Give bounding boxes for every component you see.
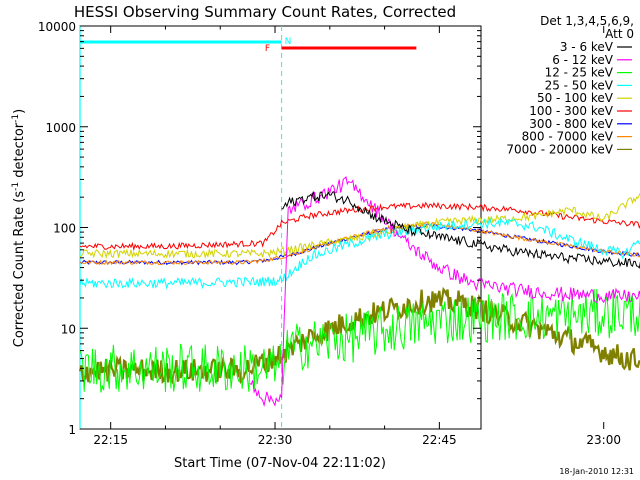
y-tick-label: 10000 xyxy=(38,20,76,34)
legend-entry-label: 12 - 25 keV xyxy=(545,66,614,80)
flag-label: N xyxy=(285,37,292,47)
series-line-300-800-kev xyxy=(79,223,640,266)
legend-entry-label: 25 - 50 keV xyxy=(545,78,614,92)
y-axis-label-sup-2: -1 xyxy=(11,114,21,123)
y-axis: 1 10 100 1000 10000 xyxy=(38,20,481,437)
series-line-100-300-kev xyxy=(79,201,640,252)
series-layer xyxy=(78,176,640,408)
y-tick-label: 100 xyxy=(53,222,76,236)
plot-area: FN xyxy=(78,25,640,430)
legend-entry-label: 6 - 12 keV xyxy=(552,53,614,67)
y-axis-label: Corrected Count Rate (s-1 detector-1) xyxy=(11,109,27,347)
series-line-7000-20000-kev xyxy=(78,286,640,385)
x-tick-label: 22:45 xyxy=(422,433,457,447)
series-line-50-100-kev xyxy=(79,192,640,260)
series-line-3-6-kev xyxy=(281,191,640,269)
series-line-25-50-kev xyxy=(79,217,640,290)
y-tick-label: 1000 xyxy=(45,121,76,135)
legend-entry-label: 50 - 100 keV xyxy=(537,91,614,105)
y-tick-label: 1 xyxy=(68,423,76,437)
chart-title: HESSI Observing Summary Count Rates, Cor… xyxy=(74,3,456,21)
legend-header-line-1: Det 1,3,4,5,6,9, xyxy=(540,14,634,28)
generation-timestamp: 18-Jan-2010 12:31 xyxy=(559,467,634,476)
x-tick-label: 22:30 xyxy=(258,433,293,447)
y-axis-label-sup-1: -1 xyxy=(11,182,21,191)
series-line-800-7000-kev xyxy=(79,221,640,266)
legend-header-line-2: Att 0 xyxy=(605,27,634,41)
y-axis-label-part-2: detector xyxy=(12,122,27,182)
y-tick-label: 10 xyxy=(61,322,76,336)
y-axis-label-part-3: ) xyxy=(12,109,27,114)
legend-entry-label: 300 - 800 keV xyxy=(529,117,613,131)
legend-entry-label: 3 - 6 keV xyxy=(560,40,614,54)
series-line-12-25-kev xyxy=(79,288,640,393)
flag-label: F xyxy=(265,44,270,54)
legend-entry-label: 800 - 7000 keV xyxy=(522,130,614,144)
x-axis-label: Start Time (07-Nov-04 22:11:02) xyxy=(174,456,386,471)
y-axis-label-part-1: Corrected Count Rate (s xyxy=(12,191,27,348)
legend-entry-label: 100 - 300 keV xyxy=(529,104,613,118)
x-tick-label: 23:00 xyxy=(586,433,621,447)
x-tick-label: 22:15 xyxy=(93,433,128,447)
legend-entry-label: 7000 - 20000 keV xyxy=(506,142,613,156)
series-line-6-12-kev xyxy=(249,176,640,408)
